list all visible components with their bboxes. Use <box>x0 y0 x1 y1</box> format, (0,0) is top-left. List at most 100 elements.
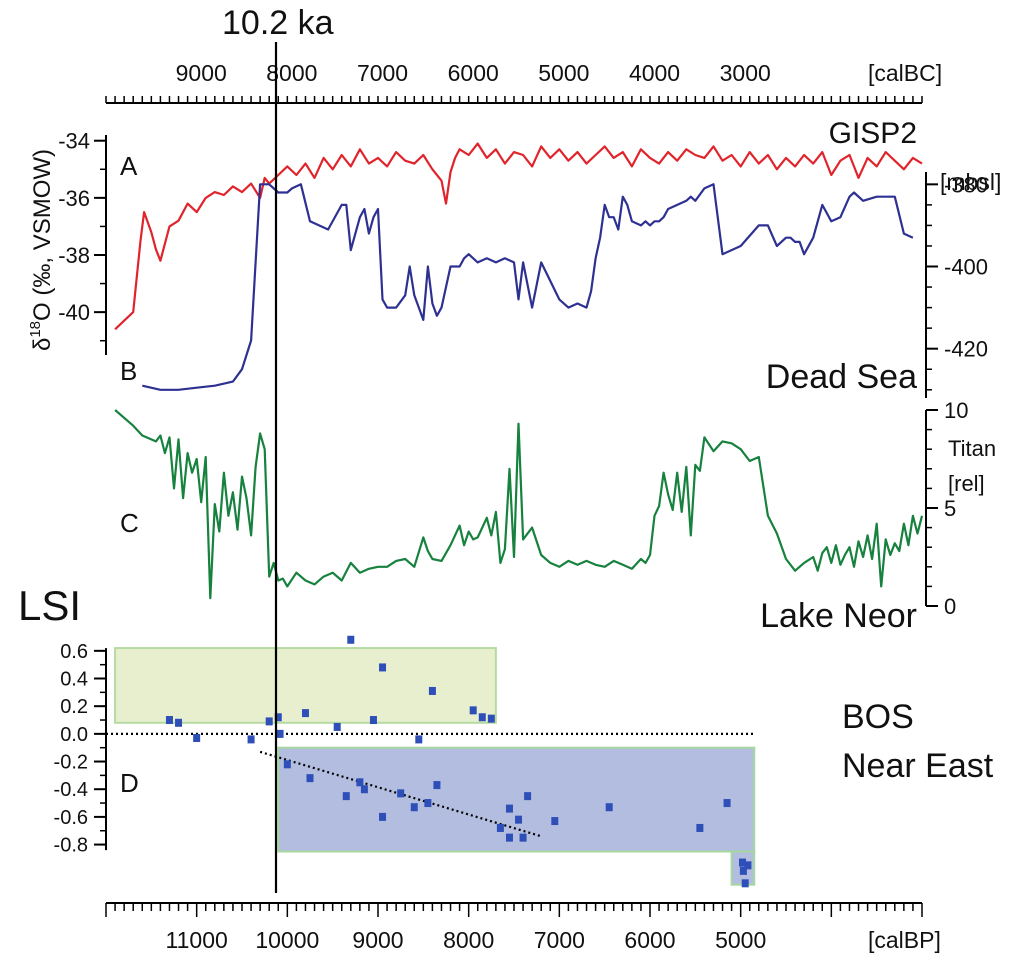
panel-a-series-name: GISP2 <box>829 117 917 150</box>
top-tick-label: 9000 <box>176 60 227 86</box>
panel-a-ylabel: δ18O (‰, VSMOW) <box>27 149 56 351</box>
near-east-label: Near East <box>842 747 994 785</box>
bottom-tick-label: 8000 <box>443 927 494 953</box>
lsi-point <box>301 709 309 718</box>
panel-d-letter: D <box>120 768 139 798</box>
lsi-point <box>496 823 504 832</box>
top-tick-label: 4000 <box>629 60 680 86</box>
lsi-point <box>428 686 436 695</box>
y-tick-label: -40 <box>58 300 90 325</box>
lake-neor-line <box>114 409 924 600</box>
bottom-axis-unit: [calBP] <box>868 927 941 953</box>
y-tick-label: 10 <box>944 398 968 423</box>
lsi-point <box>738 858 746 867</box>
y-tick-label: -34 <box>58 129 90 154</box>
y-tick-label: -0.8 <box>54 835 88 857</box>
lsi-title: LSI <box>18 582 81 629</box>
panel-c-letter: C <box>120 508 139 538</box>
lsi-point <box>379 812 387 821</box>
lsi-point <box>276 729 284 738</box>
lsi-point <box>193 734 201 743</box>
bottom-axis: 11000 10000 9000 8000 7000 6000 5000 <box>105 902 923 953</box>
y-tick-label: -0.2 <box>54 752 88 774</box>
dead-sea-line <box>142 183 914 391</box>
panel-b-series-name: Dead Sea <box>766 358 917 396</box>
panel-c-unit-line2: [rel] <box>948 471 985 496</box>
lsi-point <box>333 722 341 731</box>
y-tick-label: 0.6 <box>60 641 88 663</box>
bottom-tick-label: 5000 <box>715 927 766 953</box>
lsi-point <box>487 714 495 723</box>
lsi-point <box>247 735 255 744</box>
lsi-point <box>524 792 532 801</box>
bottom-tick-label: 9000 <box>352 927 403 953</box>
panel-a-letter: A <box>120 151 138 181</box>
y-tick-label: 0 <box>944 594 956 619</box>
lsi-point <box>505 804 513 813</box>
bos-label: BOS <box>842 698 914 736</box>
lsi-point <box>347 635 355 644</box>
panel-c-series-name: Lake Neor <box>760 597 917 635</box>
lsi-point <box>415 735 423 744</box>
lsi-point <box>360 785 368 794</box>
lsi-point <box>165 716 173 725</box>
panel-b-unit: [mbsl] <box>940 169 1001 195</box>
lsi-point <box>356 778 364 787</box>
lsi-point <box>505 833 513 842</box>
lsi-point <box>274 713 282 722</box>
lsi-point <box>723 799 731 808</box>
lsi-point <box>741 879 749 888</box>
lsi-point <box>744 861 752 870</box>
gisp2-line <box>114 142 923 331</box>
lsi-point <box>397 789 405 798</box>
y-tick-label: -0.6 <box>54 807 88 829</box>
y-tick-label: -380 <box>944 172 988 197</box>
y-tick-label: 0.0 <box>60 724 88 746</box>
lsi-point <box>519 833 527 842</box>
lsi-point <box>739 866 747 875</box>
top-tick-label: 8000 <box>266 60 317 86</box>
panel-c-lake-neor: 10 5 0 <box>114 398 968 619</box>
lsi-point <box>265 717 273 726</box>
lsi-point <box>283 760 291 769</box>
y-tick-label: 0.4 <box>60 669 88 691</box>
y-tick-label: -420 <box>944 337 988 362</box>
panel-a-gisp2: -34 -36 -38 -40 <box>58 129 923 355</box>
event-marker-label: 10.2 ka <box>222 4 334 42</box>
lsi-point <box>433 781 441 790</box>
bottom-tick-label: 11000 <box>166 927 228 953</box>
lsi-point <box>515 815 523 824</box>
top-tick-label: 3000 <box>720 60 771 86</box>
lsi-point <box>410 803 418 812</box>
lsi-point <box>342 792 350 801</box>
y-tick-label: 5 <box>944 496 956 521</box>
lsi-point <box>469 706 477 715</box>
panel-b-letter: B <box>120 356 137 386</box>
top-axis-unit: [calBC] <box>868 60 942 86</box>
y-tick-label: 0.2 <box>60 696 88 718</box>
lsi-point <box>605 803 613 812</box>
bottom-tick-label: 7000 <box>534 927 585 953</box>
top-tick-label: 6000 <box>448 60 499 86</box>
lsi-point <box>306 774 314 783</box>
bottom-tick-label: 10000 <box>255 927 319 953</box>
panel-c-unit-line1: Titan <box>948 436 996 461</box>
lsi-point <box>424 799 432 808</box>
y-tick-label: -400 <box>944 255 988 280</box>
lsi-point <box>369 716 377 725</box>
lsi-point <box>478 713 486 722</box>
lsi-point <box>379 663 387 672</box>
bottom-tick-label: 6000 <box>624 927 675 953</box>
near-east-range-box <box>277 746 756 853</box>
y-tick-label: -0.4 <box>54 779 88 801</box>
lsi-point <box>175 718 183 727</box>
lsi-point <box>551 817 559 826</box>
top-tick-label: 7000 <box>357 60 408 86</box>
top-tick-label: 5000 <box>538 60 589 86</box>
y-tick-label: -38 <box>58 243 90 268</box>
panel-d-lsi: 0.6 0.4 0.2 0.0 -0.2 -0.4 -0.6 -0.8 <box>54 635 756 888</box>
lsi-point <box>696 823 704 832</box>
y-tick-label: -36 <box>58 186 90 211</box>
panel-b-dead-sea: -380 -400 -420 <box>142 172 988 398</box>
